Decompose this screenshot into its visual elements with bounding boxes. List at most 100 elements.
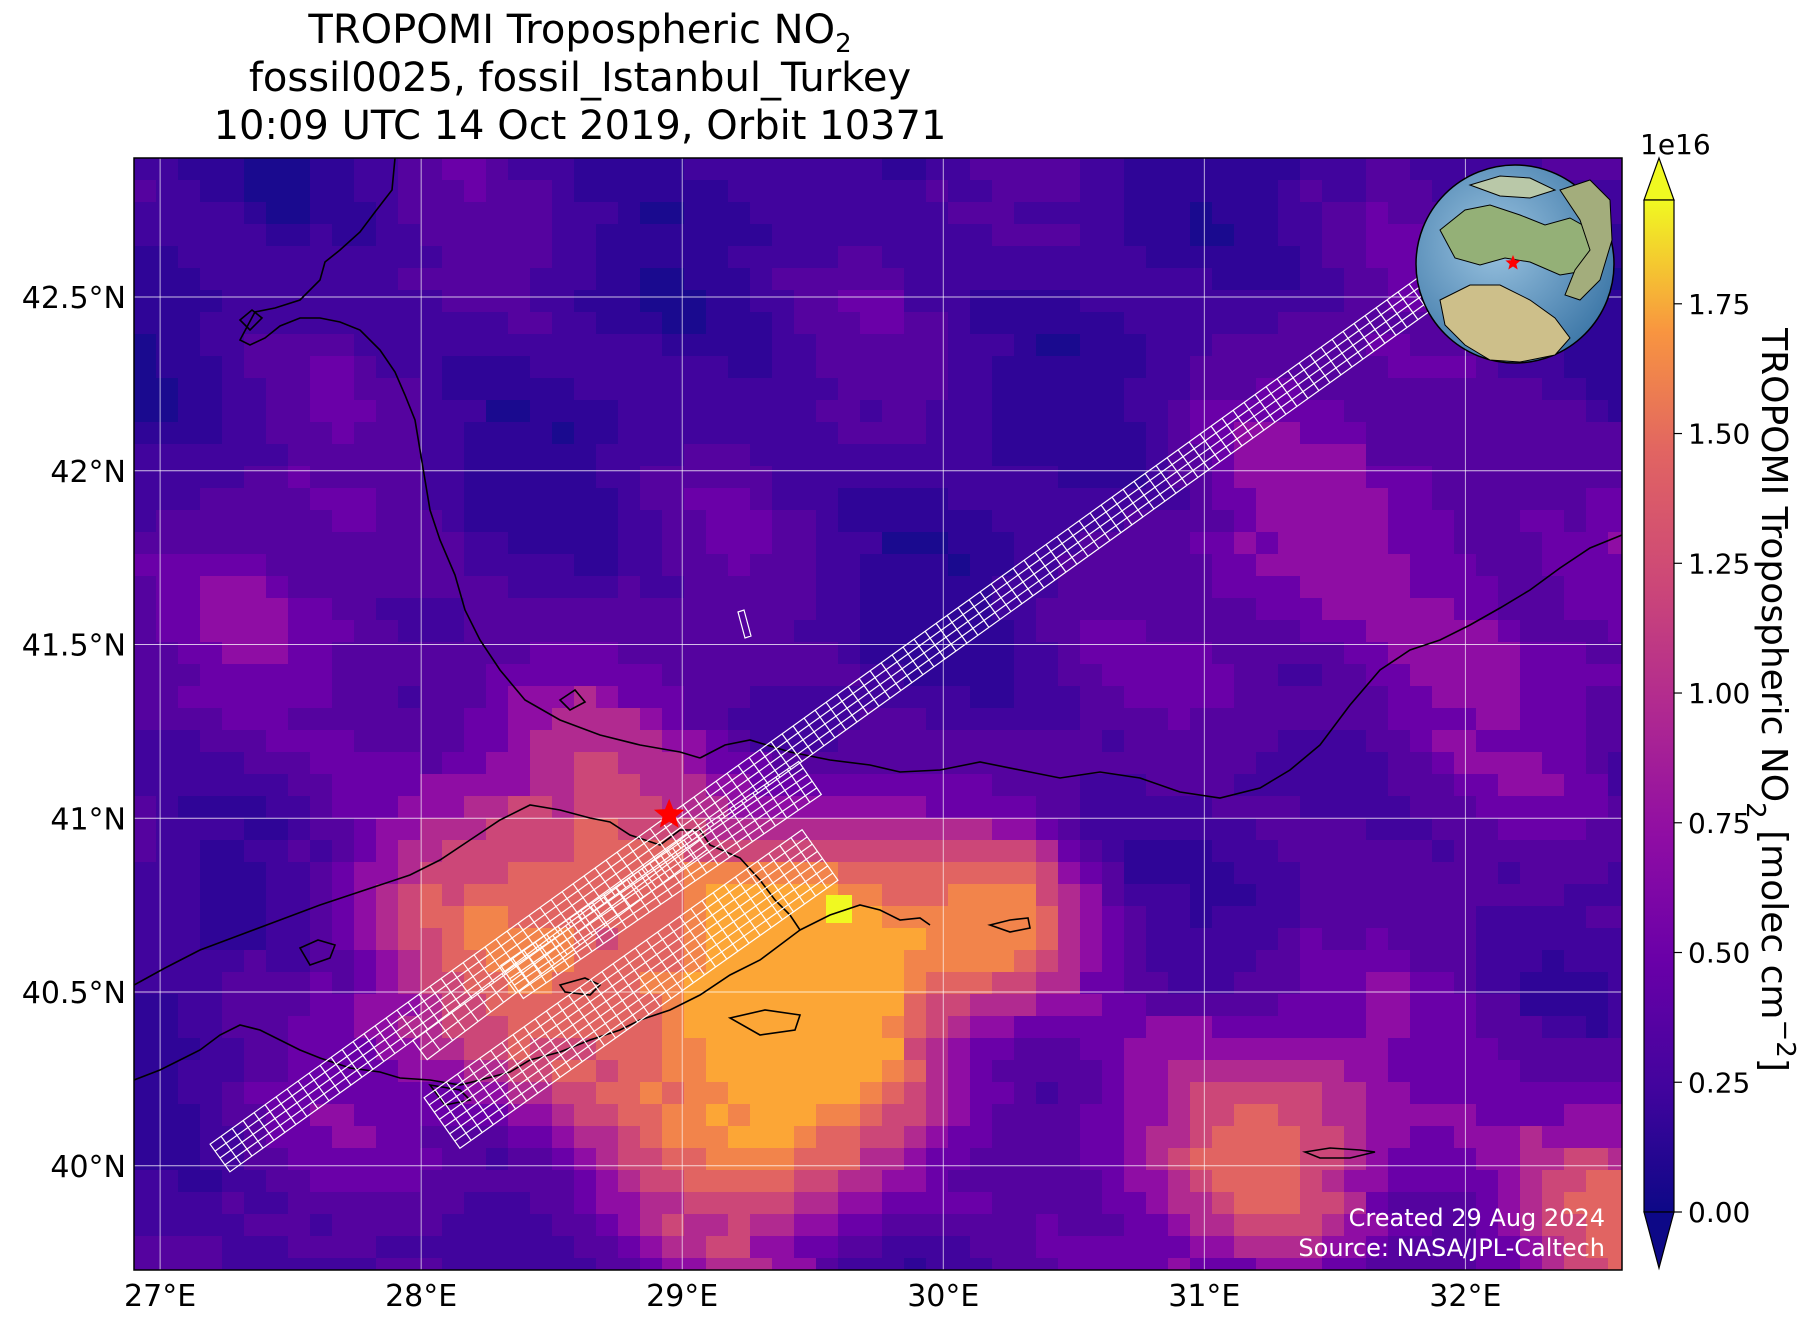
no2-pixel xyxy=(794,1060,817,1083)
no2-pixel xyxy=(1344,950,1367,973)
no2-pixel xyxy=(1608,950,1622,973)
no2-pixel xyxy=(266,1236,289,1259)
no2-pixel xyxy=(1124,312,1147,335)
no2-pixel xyxy=(1058,510,1081,533)
no2-pixel xyxy=(1366,290,1389,313)
no2-pixel xyxy=(728,730,751,753)
no2-pixel xyxy=(530,158,553,181)
no2-pixel xyxy=(1388,972,1411,995)
no2-pixel xyxy=(970,774,993,797)
no2-pixel xyxy=(1014,1016,1037,1039)
no2-pixel xyxy=(486,1126,509,1149)
no2-pixel xyxy=(1234,1214,1257,1237)
no2-pixel xyxy=(772,246,795,269)
no2-pixel xyxy=(1344,972,1367,995)
no2-pixel xyxy=(1212,598,1235,621)
no2-pixel xyxy=(398,576,421,599)
no2-pixel xyxy=(1190,730,1213,753)
no2-pixel xyxy=(486,158,509,181)
no2-pixel xyxy=(376,532,399,555)
no2-pixel xyxy=(1498,1104,1521,1127)
colorbar-ramp xyxy=(1643,199,1675,1213)
no2-pixel xyxy=(200,642,223,665)
no2-pixel xyxy=(442,598,465,621)
no2-pixel xyxy=(1234,224,1257,247)
no2-pixel xyxy=(1564,906,1587,929)
no2-pixel xyxy=(926,1104,949,1127)
no2-pixel xyxy=(574,818,597,841)
no2-pixel xyxy=(574,752,597,775)
no2-pixel xyxy=(332,994,355,1017)
no2-pixel xyxy=(1080,994,1103,1017)
no2-pixel xyxy=(1234,554,1257,577)
no2-pixel xyxy=(1146,1016,1169,1039)
no2-pixel xyxy=(640,378,663,401)
no2-pixel xyxy=(618,422,641,445)
star-icon xyxy=(653,798,685,828)
no2-pixel xyxy=(1080,312,1103,335)
no2-pixel xyxy=(1542,400,1565,423)
no2-pixel xyxy=(816,488,839,511)
no2-pixel xyxy=(948,1060,971,1083)
footprint-cross-line xyxy=(634,947,672,999)
no2-pixel xyxy=(1234,1148,1257,1171)
no2-pixel xyxy=(1410,554,1433,577)
no2-pixel xyxy=(288,224,311,247)
no2-pixel xyxy=(1498,642,1521,665)
no2-pixel xyxy=(1608,576,1622,599)
no2-pixel xyxy=(1586,818,1609,841)
no2-pixel xyxy=(244,488,267,511)
no2-pixel xyxy=(794,224,817,247)
no2-pixel xyxy=(640,224,663,247)
no2-pixel xyxy=(684,708,707,731)
no2-pixel xyxy=(1388,334,1411,357)
no2-pixel xyxy=(266,334,289,357)
no2-pixel xyxy=(1322,730,1345,753)
no2-pixel xyxy=(1586,686,1609,709)
no2-pixel xyxy=(1212,752,1235,775)
footprint-cross-line xyxy=(757,860,794,913)
no2-pixel xyxy=(156,664,179,687)
no2-pixel xyxy=(1278,532,1301,555)
no2-pixel xyxy=(618,1192,641,1215)
no2-pixel xyxy=(1300,224,1323,247)
no2-pixel xyxy=(354,818,377,841)
no2-pixel xyxy=(420,356,443,379)
no2-pixel xyxy=(1168,158,1191,181)
no2-pixel xyxy=(904,730,927,753)
no2-pixel xyxy=(816,466,839,489)
no2-pixel xyxy=(552,1104,575,1127)
no2-pixel xyxy=(1102,642,1125,665)
no2-pixel xyxy=(1212,686,1235,709)
no2-pixel xyxy=(1520,862,1543,885)
no2-pixel xyxy=(838,686,861,709)
no2-pixel xyxy=(618,488,641,511)
lat-tick-label: 41.5°N xyxy=(22,629,126,664)
no2-pixel xyxy=(706,1082,729,1105)
no2-pixel xyxy=(178,290,201,313)
no2-pixel xyxy=(1300,664,1323,687)
no2-pixel xyxy=(1168,378,1191,401)
no2-pixel xyxy=(926,818,949,841)
no2-pixel xyxy=(684,422,707,445)
no2-pixel xyxy=(310,400,333,423)
colorbar-tick-label: 0.50 xyxy=(1688,937,1750,970)
no2-pixel xyxy=(1322,1192,1345,1215)
no2-pixel xyxy=(1014,1082,1037,1105)
no2-pixel xyxy=(640,554,663,577)
no2-pixel xyxy=(1476,1214,1499,1237)
no2-pixel xyxy=(1146,928,1169,951)
no2-pixel xyxy=(816,1148,839,1171)
no2-pixel xyxy=(1234,950,1257,973)
no2-pixel xyxy=(904,1038,927,1061)
no2-pixel xyxy=(1212,884,1235,907)
no2-pixel xyxy=(1146,752,1169,775)
no2-pixel xyxy=(1190,312,1213,335)
no2-pixel xyxy=(1322,378,1345,401)
no2-pixel xyxy=(354,1148,377,1171)
no2-pixel xyxy=(1278,994,1301,1017)
no2-pixel xyxy=(464,994,487,1017)
no2-pixel xyxy=(1432,708,1455,731)
no2-pixel xyxy=(750,708,773,731)
no2-pixel xyxy=(1388,950,1411,973)
